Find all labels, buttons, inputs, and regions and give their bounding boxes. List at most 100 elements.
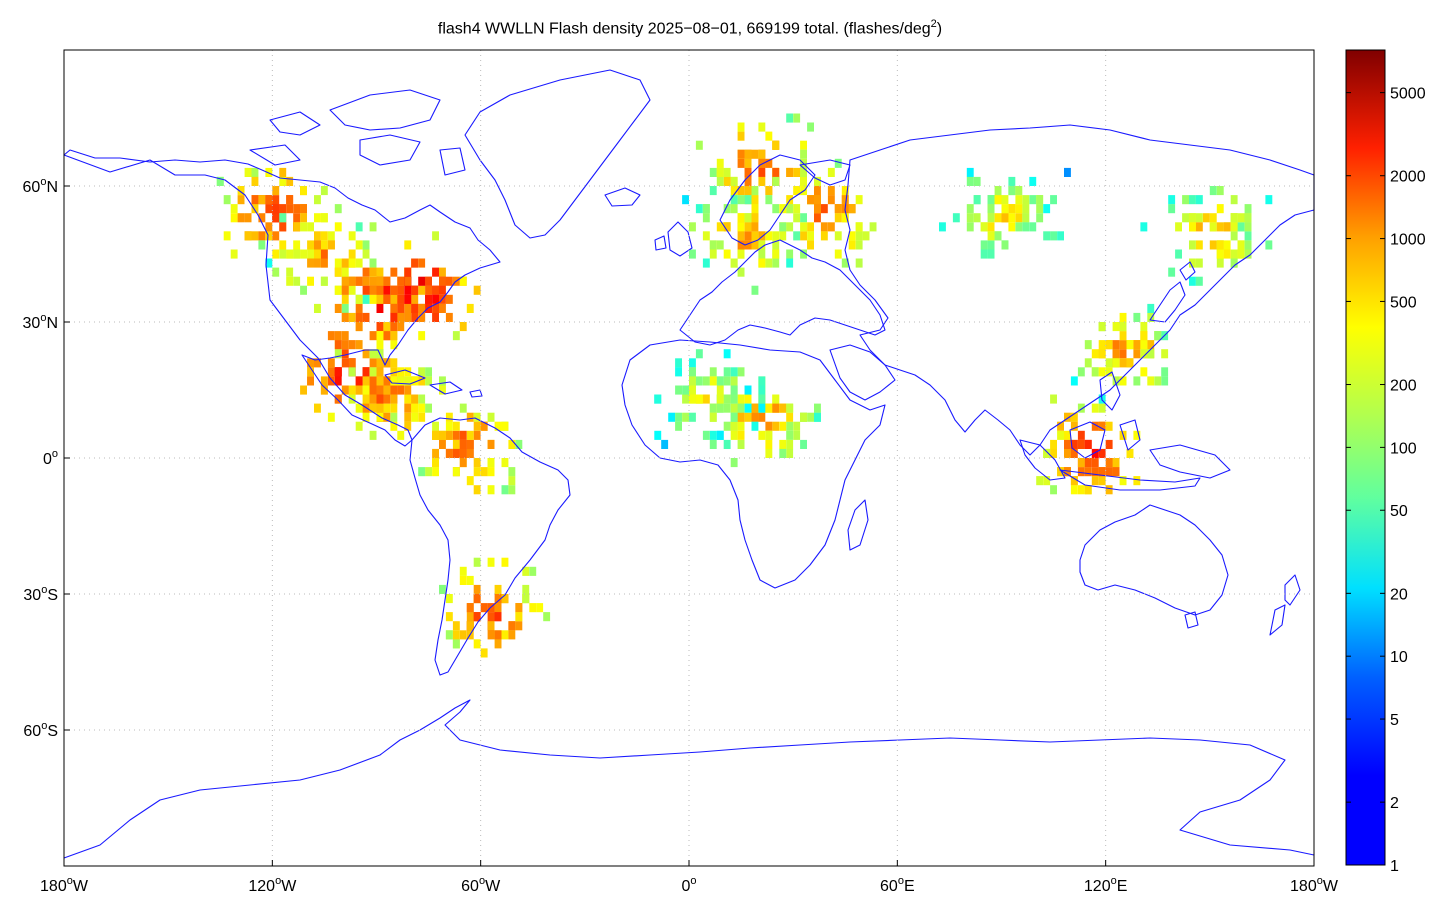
x-tick-hemisphere: W — [1323, 878, 1339, 895]
heat-cell — [702, 231, 710, 241]
heat-cell — [334, 222, 342, 232]
heat-cell — [772, 249, 780, 259]
heat-cell — [404, 303, 412, 313]
heat-cell — [293, 249, 301, 259]
coastline-antarctica — [63, 699, 1315, 859]
heat-cell — [807, 222, 814, 232]
heat-cell — [730, 195, 738, 205]
heat-cell — [980, 249, 988, 259]
heat-cell — [758, 122, 766, 132]
heat-cell — [432, 267, 439, 277]
heat-cell — [1022, 222, 1030, 232]
heat-cell — [390, 385, 398, 395]
heat-cell — [327, 376, 335, 386]
y-tick-label: 30oS — [23, 584, 58, 604]
heat-cell — [702, 258, 710, 268]
heat-cell — [362, 276, 370, 286]
heat-cell — [765, 403, 773, 413]
heat-cell — [1098, 448, 1106, 458]
heat-cell — [723, 167, 731, 177]
heat-cell — [432, 458, 439, 468]
heat-cell — [341, 385, 349, 395]
heat-cell — [244, 213, 252, 223]
heat-cell — [716, 167, 724, 177]
heat-cell — [334, 340, 342, 350]
heat-cell — [744, 385, 752, 395]
heat-cell — [473, 421, 481, 431]
heat-cell — [355, 303, 363, 313]
y-tick-label: 60oS — [23, 720, 58, 740]
heat-cell — [702, 376, 710, 386]
colorbar-tick-label: 5 — [1390, 712, 1399, 729]
heat-cell — [237, 195, 245, 205]
heat-cell — [439, 430, 446, 440]
heat-cell — [800, 231, 807, 241]
heat-cell — [1029, 195, 1037, 205]
heat-cell — [439, 285, 446, 295]
heat-cell — [362, 349, 370, 359]
heat-cell — [814, 403, 821, 413]
heat-cell — [1119, 322, 1127, 332]
heat-cell — [390, 285, 398, 295]
heat-cell — [383, 385, 391, 395]
heat-cell — [689, 385, 696, 395]
y-tick-label: 30oN — [23, 312, 58, 332]
heat-cell — [716, 176, 724, 186]
x-tick-degree: o — [1111, 875, 1117, 887]
heat-cell — [439, 267, 446, 277]
heat-cell — [744, 158, 752, 168]
heat-cell — [404, 403, 412, 413]
heat-cell — [1230, 195, 1238, 205]
heat-cell — [1008, 186, 1016, 196]
heat-cell — [786, 448, 794, 458]
heat-cell — [807, 195, 814, 205]
heat-cell — [314, 213, 321, 223]
heat-cell — [355, 222, 363, 232]
heat-cell — [348, 276, 356, 286]
heat-cell — [744, 149, 752, 159]
heat-cell — [1133, 312, 1141, 322]
heat-cell — [452, 630, 460, 640]
heat-cell — [501, 421, 509, 431]
heat-cell — [730, 376, 738, 386]
heat-cell — [286, 276, 294, 286]
heat-cell — [709, 403, 717, 413]
heat-cell — [695, 376, 703, 386]
heat-cell — [425, 294, 432, 304]
heat-cell — [376, 331, 384, 341]
heat-cell — [320, 258, 328, 268]
heat-cell — [355, 403, 363, 413]
heat-cell — [1133, 430, 1141, 440]
heat-cell — [452, 430, 460, 440]
heat-cell — [744, 186, 752, 196]
heat-cell — [1209, 240, 1217, 250]
heat-cell — [286, 176, 294, 186]
heat-cell — [758, 158, 766, 168]
heat-cell — [480, 467, 488, 477]
heat-cell — [1070, 476, 1078, 486]
heat-cell — [855, 240, 863, 250]
heat-cell — [1084, 340, 1092, 350]
heat-cell — [439, 303, 446, 313]
heat-cell — [1133, 349, 1141, 359]
heat-cell — [459, 458, 467, 468]
heat-cell — [786, 113, 794, 123]
heat-cell — [425, 403, 432, 413]
heat-cell — [1001, 195, 1009, 205]
heat-cell — [1147, 376, 1155, 386]
heat-cell — [1140, 331, 1148, 341]
heat-cell — [320, 376, 328, 386]
heat-cell — [307, 258, 314, 268]
heat-cell — [404, 276, 412, 286]
heat-cell — [432, 231, 439, 241]
heat-cell — [682, 412, 689, 422]
coastline-indonesia — [1019, 371, 1231, 491]
heat-cell — [772, 394, 780, 404]
heat-cell — [987, 249, 995, 259]
heat-cell — [348, 340, 356, 350]
heat-cell — [411, 303, 419, 313]
heat-cell — [334, 258, 342, 268]
heat-cell — [279, 249, 287, 259]
heat-cell — [230, 249, 238, 259]
heat-cell — [1105, 467, 1113, 477]
